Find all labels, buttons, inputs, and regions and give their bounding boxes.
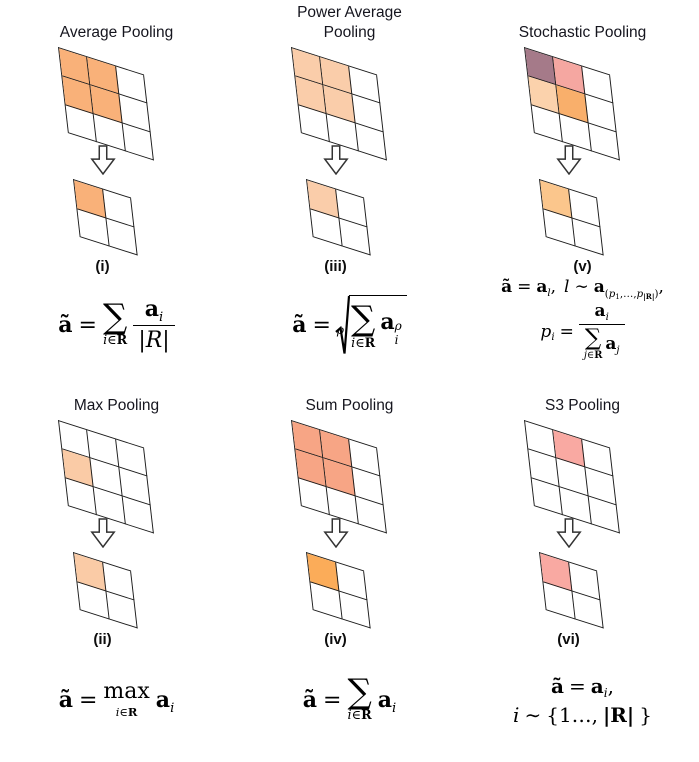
panel-title: Sum Pooling bbox=[305, 396, 394, 414]
a-tilde: ã bbox=[58, 312, 73, 338]
a-tilde: ã bbox=[58, 687, 73, 713]
panel-label: (iv) bbox=[324, 631, 347, 648]
input-grid-3x3 bbox=[521, 45, 620, 161]
sum-operator: ∑ i ∈ R bbox=[347, 671, 372, 724]
input-grid-3x3 bbox=[288, 45, 387, 161]
a-tilde: ã bbox=[302, 687, 317, 713]
sum-operator: ∑ i ∈ R bbox=[102, 296, 128, 349]
input-grid-3x3 bbox=[55, 45, 154, 161]
panel-label: (i) bbox=[95, 258, 110, 275]
panel-title: Stochastic Pooling bbox=[518, 23, 647, 41]
a-tilde: ã bbox=[501, 277, 513, 297]
output-grid-2x2 bbox=[536, 177, 604, 256]
panel-title: Average Pooling bbox=[59, 23, 174, 41]
panel-label: (v) bbox=[573, 258, 592, 275]
output-grid-2x2 bbox=[536, 550, 604, 629]
a-tilde: ã bbox=[292, 312, 307, 338]
output-grid-2x2 bbox=[70, 177, 138, 256]
down-arrow-icon bbox=[89, 145, 116, 175]
sum-operator: ∑ i ∈ R bbox=[351, 299, 376, 351]
input-grid-3x3 bbox=[521, 418, 620, 534]
panel-title: Max Pooling bbox=[73, 396, 160, 414]
down-arrow-icon bbox=[555, 518, 582, 548]
down-arrow-icon bbox=[89, 518, 116, 548]
down-arrow-icon bbox=[555, 145, 582, 175]
radical-sign bbox=[335, 295, 351, 354]
panel-title: S3 Pooling bbox=[545, 396, 620, 414]
output-grid-2x2 bbox=[70, 550, 138, 629]
output-grid-2x2 bbox=[303, 177, 371, 256]
down-arrow-icon bbox=[322, 145, 349, 175]
output-grid-2x2 bbox=[303, 550, 371, 629]
sum-operator: ∑ j ∈ R bbox=[583, 324, 603, 362]
panel-label: (iii) bbox=[324, 258, 347, 275]
input-grid-3x3 bbox=[288, 418, 387, 534]
panel-title: Power Average Pooling bbox=[297, 4, 402, 41]
input-grid-3x3 bbox=[55, 418, 154, 534]
max-operator: max i ∈ R bbox=[103, 679, 150, 720]
down-arrow-icon bbox=[322, 518, 349, 548]
a-tilde: ã bbox=[551, 673, 564, 698]
panel-label: (ii) bbox=[93, 631, 112, 648]
panel-label: (vi) bbox=[557, 631, 580, 648]
panel-power-average-pooling: Power Average Pooling (iii) ã = ρ bbox=[233, 0, 466, 385]
